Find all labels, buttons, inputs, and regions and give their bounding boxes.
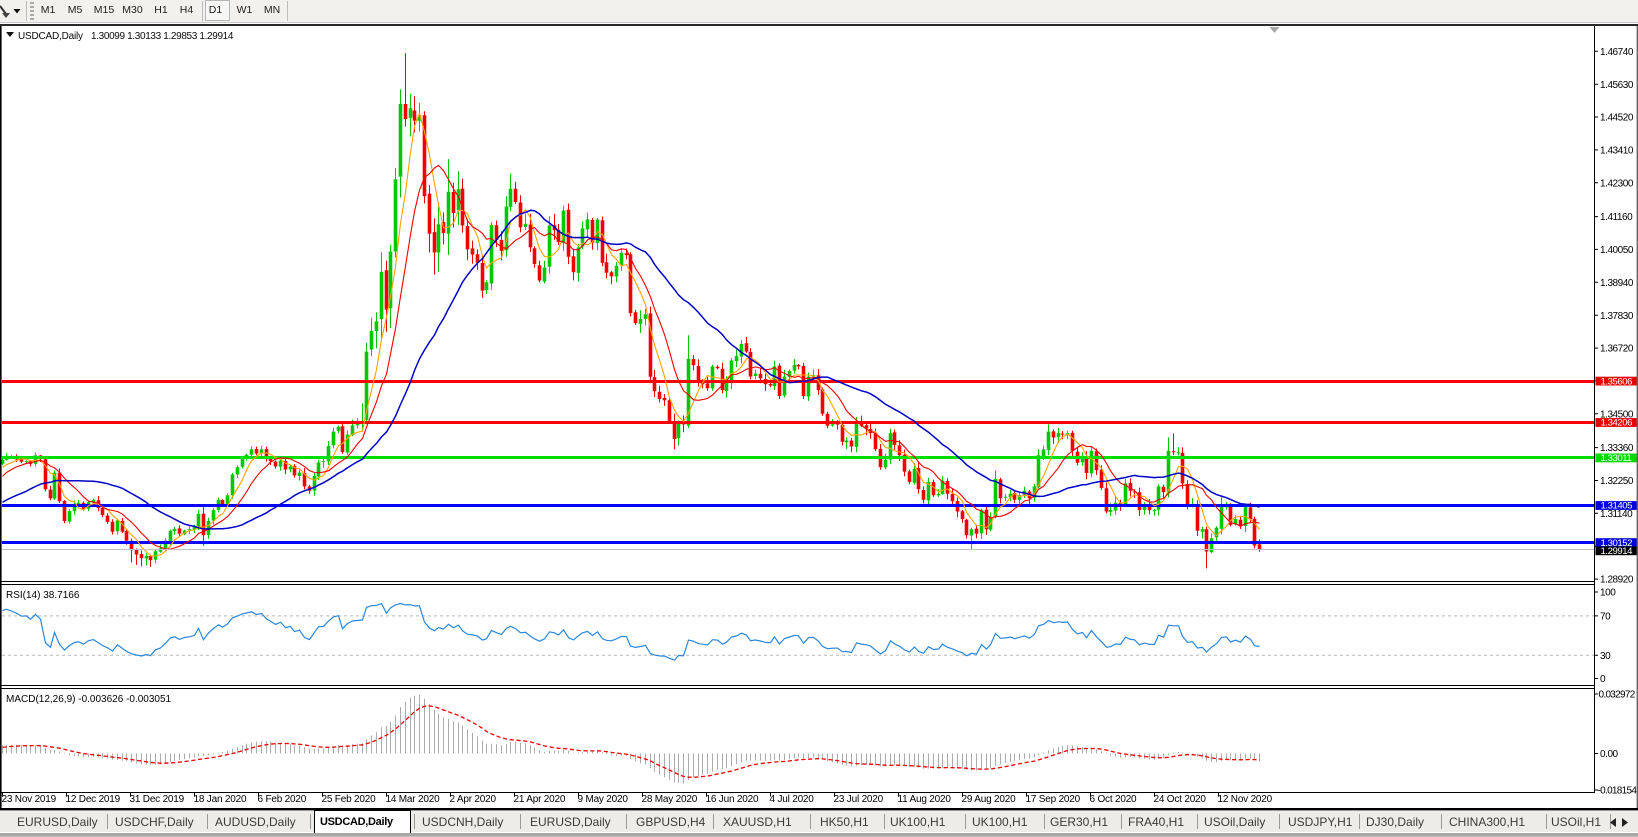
svg-text:18 Jan 2020: 18 Jan 2020 [194,794,247,805]
svg-text:100: 100 [1600,588,1616,599]
svg-text:-0.018154: -0.018154 [1598,786,1638,797]
svg-text:16 Jun 2020: 16 Jun 2020 [706,794,759,805]
svg-text:28 May 2020: 28 May 2020 [642,794,698,805]
svg-text:1.45630: 1.45630 [1600,80,1634,91]
svg-text:0.00: 0.00 [1600,749,1619,760]
svg-text:1.44520: 1.44520 [1600,113,1634,124]
svg-text:1.40050: 1.40050 [1600,245,1634,256]
svg-text:1.37830: 1.37830 [1600,311,1634,322]
svg-text:14 Mar 2020: 14 Mar 2020 [386,794,441,805]
svg-text:1.31405: 1.31405 [1601,501,1633,512]
svg-text:1.42300: 1.42300 [1600,178,1634,189]
svg-text:1.30099 1.30133 1.29853 1.2991: 1.30099 1.30133 1.29853 1.29914 [91,31,234,42]
svg-text:1.38940: 1.38940 [1600,278,1634,289]
svg-text:1.33011: 1.33011 [1601,453,1632,464]
svg-text:70: 70 [1600,612,1611,623]
svg-text:MACD(12,26,9) -0.003626 -0.003: MACD(12,26,9) -0.003626 -0.003051 [6,694,172,705]
svg-text:9 May 2020: 9 May 2020 [578,794,629,805]
svg-text:1.32250: 1.32250 [1600,476,1634,487]
svg-text:23 Nov 2019: 23 Nov 2019 [2,794,57,805]
svg-text:21 Apr 2020: 21 Apr 2020 [514,794,566,805]
svg-text:1.33360: 1.33360 [1600,443,1634,454]
svg-text:1.46740: 1.46740 [1600,47,1634,58]
svg-text:1.28920: 1.28920 [1600,575,1634,586]
svg-text:12 Nov 2020: 12 Nov 2020 [1218,794,1273,805]
svg-text:RSI(14) 38.7166: RSI(14) 38.7166 [6,590,80,601]
svg-text:1.41160: 1.41160 [1600,212,1633,223]
svg-text:29 Aug 2020: 29 Aug 2020 [962,794,1017,805]
svg-text:0: 0 [1600,674,1606,685]
svg-text:1.36720: 1.36720 [1600,344,1634,355]
svg-text:1.29914: 1.29914 [1601,546,1634,557]
svg-text:1.31140: 1.31140 [1600,509,1633,520]
svg-text:25 Feb 2020: 25 Feb 2020 [322,794,377,805]
svg-text:12 Dec 2019: 12 Dec 2019 [66,794,121,805]
svg-text:2 Apr 2020: 2 Apr 2020 [450,794,497,805]
svg-text:17 Sep 2020: 17 Sep 2020 [1026,794,1081,805]
svg-text:USDCAD,Daily: USDCAD,Daily [18,31,83,42]
svg-text:1.34500: 1.34500 [1600,409,1634,420]
svg-text:1.34206: 1.34206 [1601,418,1633,429]
svg-text:6 Feb 2020: 6 Feb 2020 [258,794,307,805]
svg-text:1.30152: 1.30152 [1601,538,1633,549]
svg-text:30: 30 [1600,651,1611,662]
svg-text:6 Oct 2020: 6 Oct 2020 [1090,794,1138,805]
svg-text:1.35606: 1.35606 [1601,376,1633,387]
svg-text:4 Jul 2020: 4 Jul 2020 [770,794,815,805]
svg-text:1.43410: 1.43410 [1600,146,1634,157]
svg-text:0.032972: 0.032972 [1599,690,1636,701]
svg-text:31 Dec 2019: 31 Dec 2019 [130,794,185,805]
svg-text:23 Jul 2020: 23 Jul 2020 [834,794,884,805]
svg-text:11 Aug 2020: 11 Aug 2020 [898,794,952,805]
svg-text:24 Oct 2020: 24 Oct 2020 [1154,794,1207,805]
